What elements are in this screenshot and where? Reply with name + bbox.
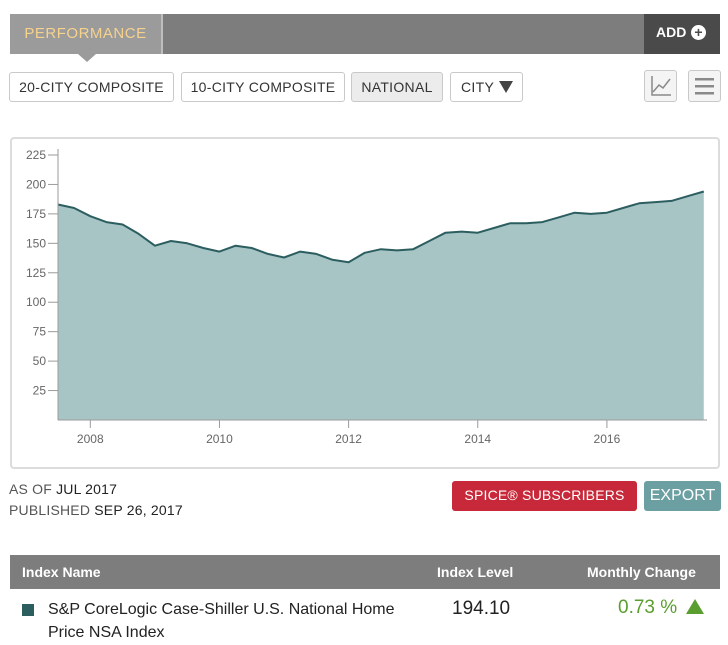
filter-city-dropdown[interactable]: CITY bbox=[450, 72, 523, 102]
y-tick-label: 125 bbox=[26, 266, 46, 280]
line-chart-icon-button[interactable] bbox=[644, 70, 677, 102]
y-tick-label: 225 bbox=[26, 148, 46, 162]
y-tick-label: 50 bbox=[33, 354, 47, 368]
published-value: SEP 26, 2017 bbox=[94, 502, 183, 518]
header-index-level: Index Level bbox=[437, 564, 514, 580]
triangle-down-icon bbox=[499, 81, 513, 93]
table-row[interactable]: S&P CoreLogic Case-Shiller U.S. National… bbox=[10, 592, 720, 642]
export-button[interactable]: EXPORT bbox=[644, 481, 721, 511]
plus-circle-icon: + bbox=[691, 25, 706, 40]
x-tick-label: 2010 bbox=[206, 432, 233, 446]
x-tick-label: 2008 bbox=[77, 432, 104, 446]
up-arrow-icon bbox=[686, 599, 704, 614]
tab-performance-label: PERFORMANCE bbox=[24, 25, 147, 42]
y-tick-label: 200 bbox=[26, 177, 46, 191]
y-tick-label: 100 bbox=[26, 295, 46, 309]
x-tick-label: 2012 bbox=[335, 432, 362, 446]
tab-performance[interactable]: PERFORMANCE bbox=[10, 14, 161, 54]
header-monthly-change: Monthly Change bbox=[587, 564, 696, 580]
series-line bbox=[57, 190, 705, 264]
filter-label: NATIONAL bbox=[361, 79, 433, 95]
tab-divider bbox=[161, 14, 163, 54]
monthly-change-cell: 0.73 % bbox=[618, 597, 678, 618]
as-of-line: AS OF JUL 2017 bbox=[9, 481, 117, 497]
filter-20-city-composite[interactable]: 20-CITY COMPOSITE bbox=[9, 72, 174, 102]
index-level-cell: 194.10 bbox=[452, 598, 511, 619]
y-tick-label: 75 bbox=[33, 325, 47, 339]
y-tick-label: 25 bbox=[33, 384, 47, 398]
y-tick-label: 150 bbox=[26, 236, 46, 250]
as-of-value: JUL 2017 bbox=[56, 481, 118, 497]
line-chart-icon bbox=[651, 76, 671, 96]
filter-label: CITY bbox=[461, 79, 495, 95]
x-tick-label: 2016 bbox=[594, 432, 621, 446]
as-of-label: AS OF bbox=[9, 481, 53, 497]
hamburger-menu-icon bbox=[695, 78, 714, 95]
spice-subscribers-button[interactable]: SPICE® SUBSCRIBERS bbox=[452, 481, 637, 511]
hamburger-menu-button[interactable] bbox=[688, 70, 721, 102]
index-name-cell: S&P CoreLogic Case-Shiller U.S. National… bbox=[48, 601, 395, 641]
published-label: PUBLISHED bbox=[9, 502, 91, 518]
published-line: PUBLISHED SEP 26, 2017 bbox=[9, 502, 183, 518]
area-chart: 25 50 75 100 125 150 175 200 225 2008 2010 2012 2014… bbox=[26, 148, 707, 446]
filter-10-city-composite[interactable]: 10-CITY COMPOSITE bbox=[181, 72, 345, 102]
filter-national[interactable]: NATIONAL bbox=[351, 72, 443, 102]
add-button[interactable]: ADD + bbox=[644, 14, 720, 54]
x-tick-label: 2014 bbox=[464, 432, 491, 446]
filter-label: 10-CITY COMPOSITE bbox=[190, 79, 336, 95]
filter-label: 20-CITY COMPOSITE bbox=[19, 79, 164, 95]
tab-active-indicator bbox=[78, 54, 96, 62]
top-bar: PERFORMANCE ADD + bbox=[10, 14, 720, 62]
table-header: Index Name Index Level Monthly Change bbox=[10, 555, 720, 589]
series-color-swatch bbox=[22, 604, 34, 616]
chart-container: 25 50 75 100 125 150 175 200 225 2008 2010 2012 2014… bbox=[10, 137, 720, 469]
y-tick-label: 175 bbox=[26, 207, 46, 221]
series-area-fill bbox=[58, 191, 704, 420]
add-button-label: ADD bbox=[656, 24, 687, 40]
header-index-name: Index Name bbox=[22, 564, 101, 580]
